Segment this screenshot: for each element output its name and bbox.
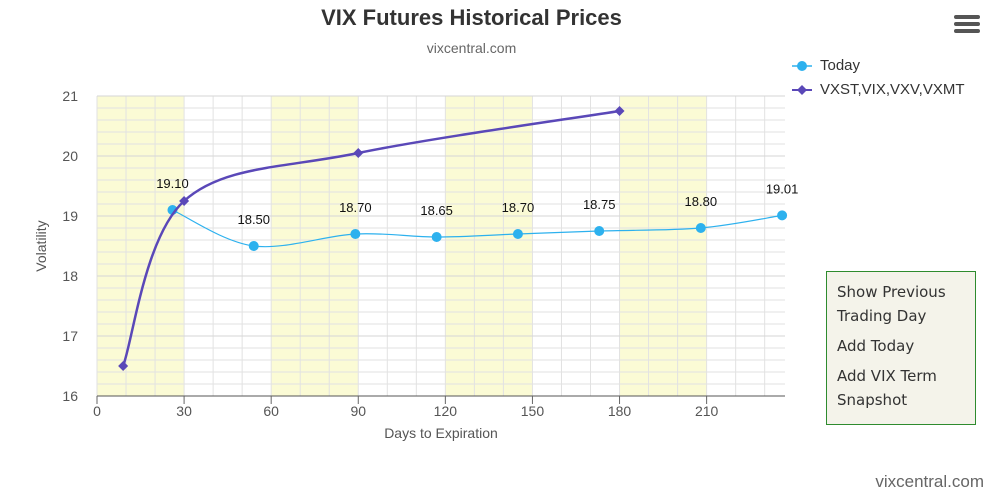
data-point-term-structure <box>353 148 364 158</box>
hamburger-menu-icon[interactable] <box>954 15 980 39</box>
x-tick-label: 90 <box>350 403 366 419</box>
series-line-today <box>172 209 783 248</box>
data-point-today <box>350 229 361 239</box>
data-label: 18.70 <box>502 200 535 215</box>
data-label: 18.70 <box>339 200 372 215</box>
series-line-term-structure <box>121 109 620 367</box>
x-tick-label: 0 <box>93 403 101 419</box>
data-point-today <box>248 241 259 251</box>
data-point-today <box>431 232 442 242</box>
data-label: 19.10 <box>156 176 189 191</box>
data-point-term-structure <box>179 196 190 206</box>
data-point-today <box>695 223 706 233</box>
x-tick-label: 30 <box>176 403 192 419</box>
legend-label-term-structure: VXST,VIX,VXV,VXMT <box>820 81 965 98</box>
data-point-today <box>512 229 523 239</box>
data-label: 18.75 <box>583 197 616 212</box>
legend-label-today: Today <box>820 57 861 74</box>
shaded-band <box>619 96 707 396</box>
data-point-today <box>777 210 788 221</box>
data-point-term-structure <box>118 361 129 371</box>
x-tick-label: 180 <box>608 403 632 419</box>
data-point-term-structure <box>614 106 625 116</box>
y-tick-label: 19 <box>62 208 78 224</box>
x-tick-label: 120 <box>434 403 458 419</box>
x-axis-title: Days to Expiration <box>384 425 498 441</box>
menu-item-add-today[interactable]: Add Today <box>837 337 915 355</box>
chart-context-menu: Show Previous Trading Day Add Today Add … <box>826 271 976 425</box>
y-tick-label: 16 <box>62 388 78 404</box>
shaded-band <box>97 96 185 396</box>
data-label: 18.50 <box>237 212 270 227</box>
chart-title: VIX Futures Historical Prices <box>321 5 622 30</box>
watermark-credit[interactable]: vixcentral.com <box>875 472 984 491</box>
y-tick-label: 21 <box>62 88 78 104</box>
menu-item-show-previous-trading-day[interactable]: Show Previous Trading Day <box>837 283 946 325</box>
menu-item-add-vix-term-snapshot[interactable]: Add VIX Term Snapshot <box>837 367 937 409</box>
data-label: 18.80 <box>685 194 718 209</box>
data-label: 18.65 <box>420 203 453 218</box>
y-tick-label: 18 <box>62 268 78 284</box>
y-tick-label: 20 <box>62 148 78 164</box>
data-label: 19.01 <box>766 181 799 196</box>
y-axis-title: Volatility <box>33 220 49 271</box>
data-point-today <box>594 226 605 236</box>
legend-diamond-marker-icon <box>792 85 812 95</box>
x-tick-label: 60 <box>263 403 279 419</box>
x-tick-label: 210 <box>695 403 719 419</box>
menu-bar <box>954 29 980 33</box>
chart-subtitle: vixcentral.com <box>426 40 517 56</box>
legend-circle-marker-icon <box>792 61 812 71</box>
menu-bar <box>954 15 980 19</box>
x-tick-label: 150 <box>521 403 545 419</box>
shaded-band <box>271 96 359 396</box>
menu-bar <box>954 22 980 26</box>
shaded-band <box>445 96 533 396</box>
y-tick-label: 17 <box>62 328 78 344</box>
